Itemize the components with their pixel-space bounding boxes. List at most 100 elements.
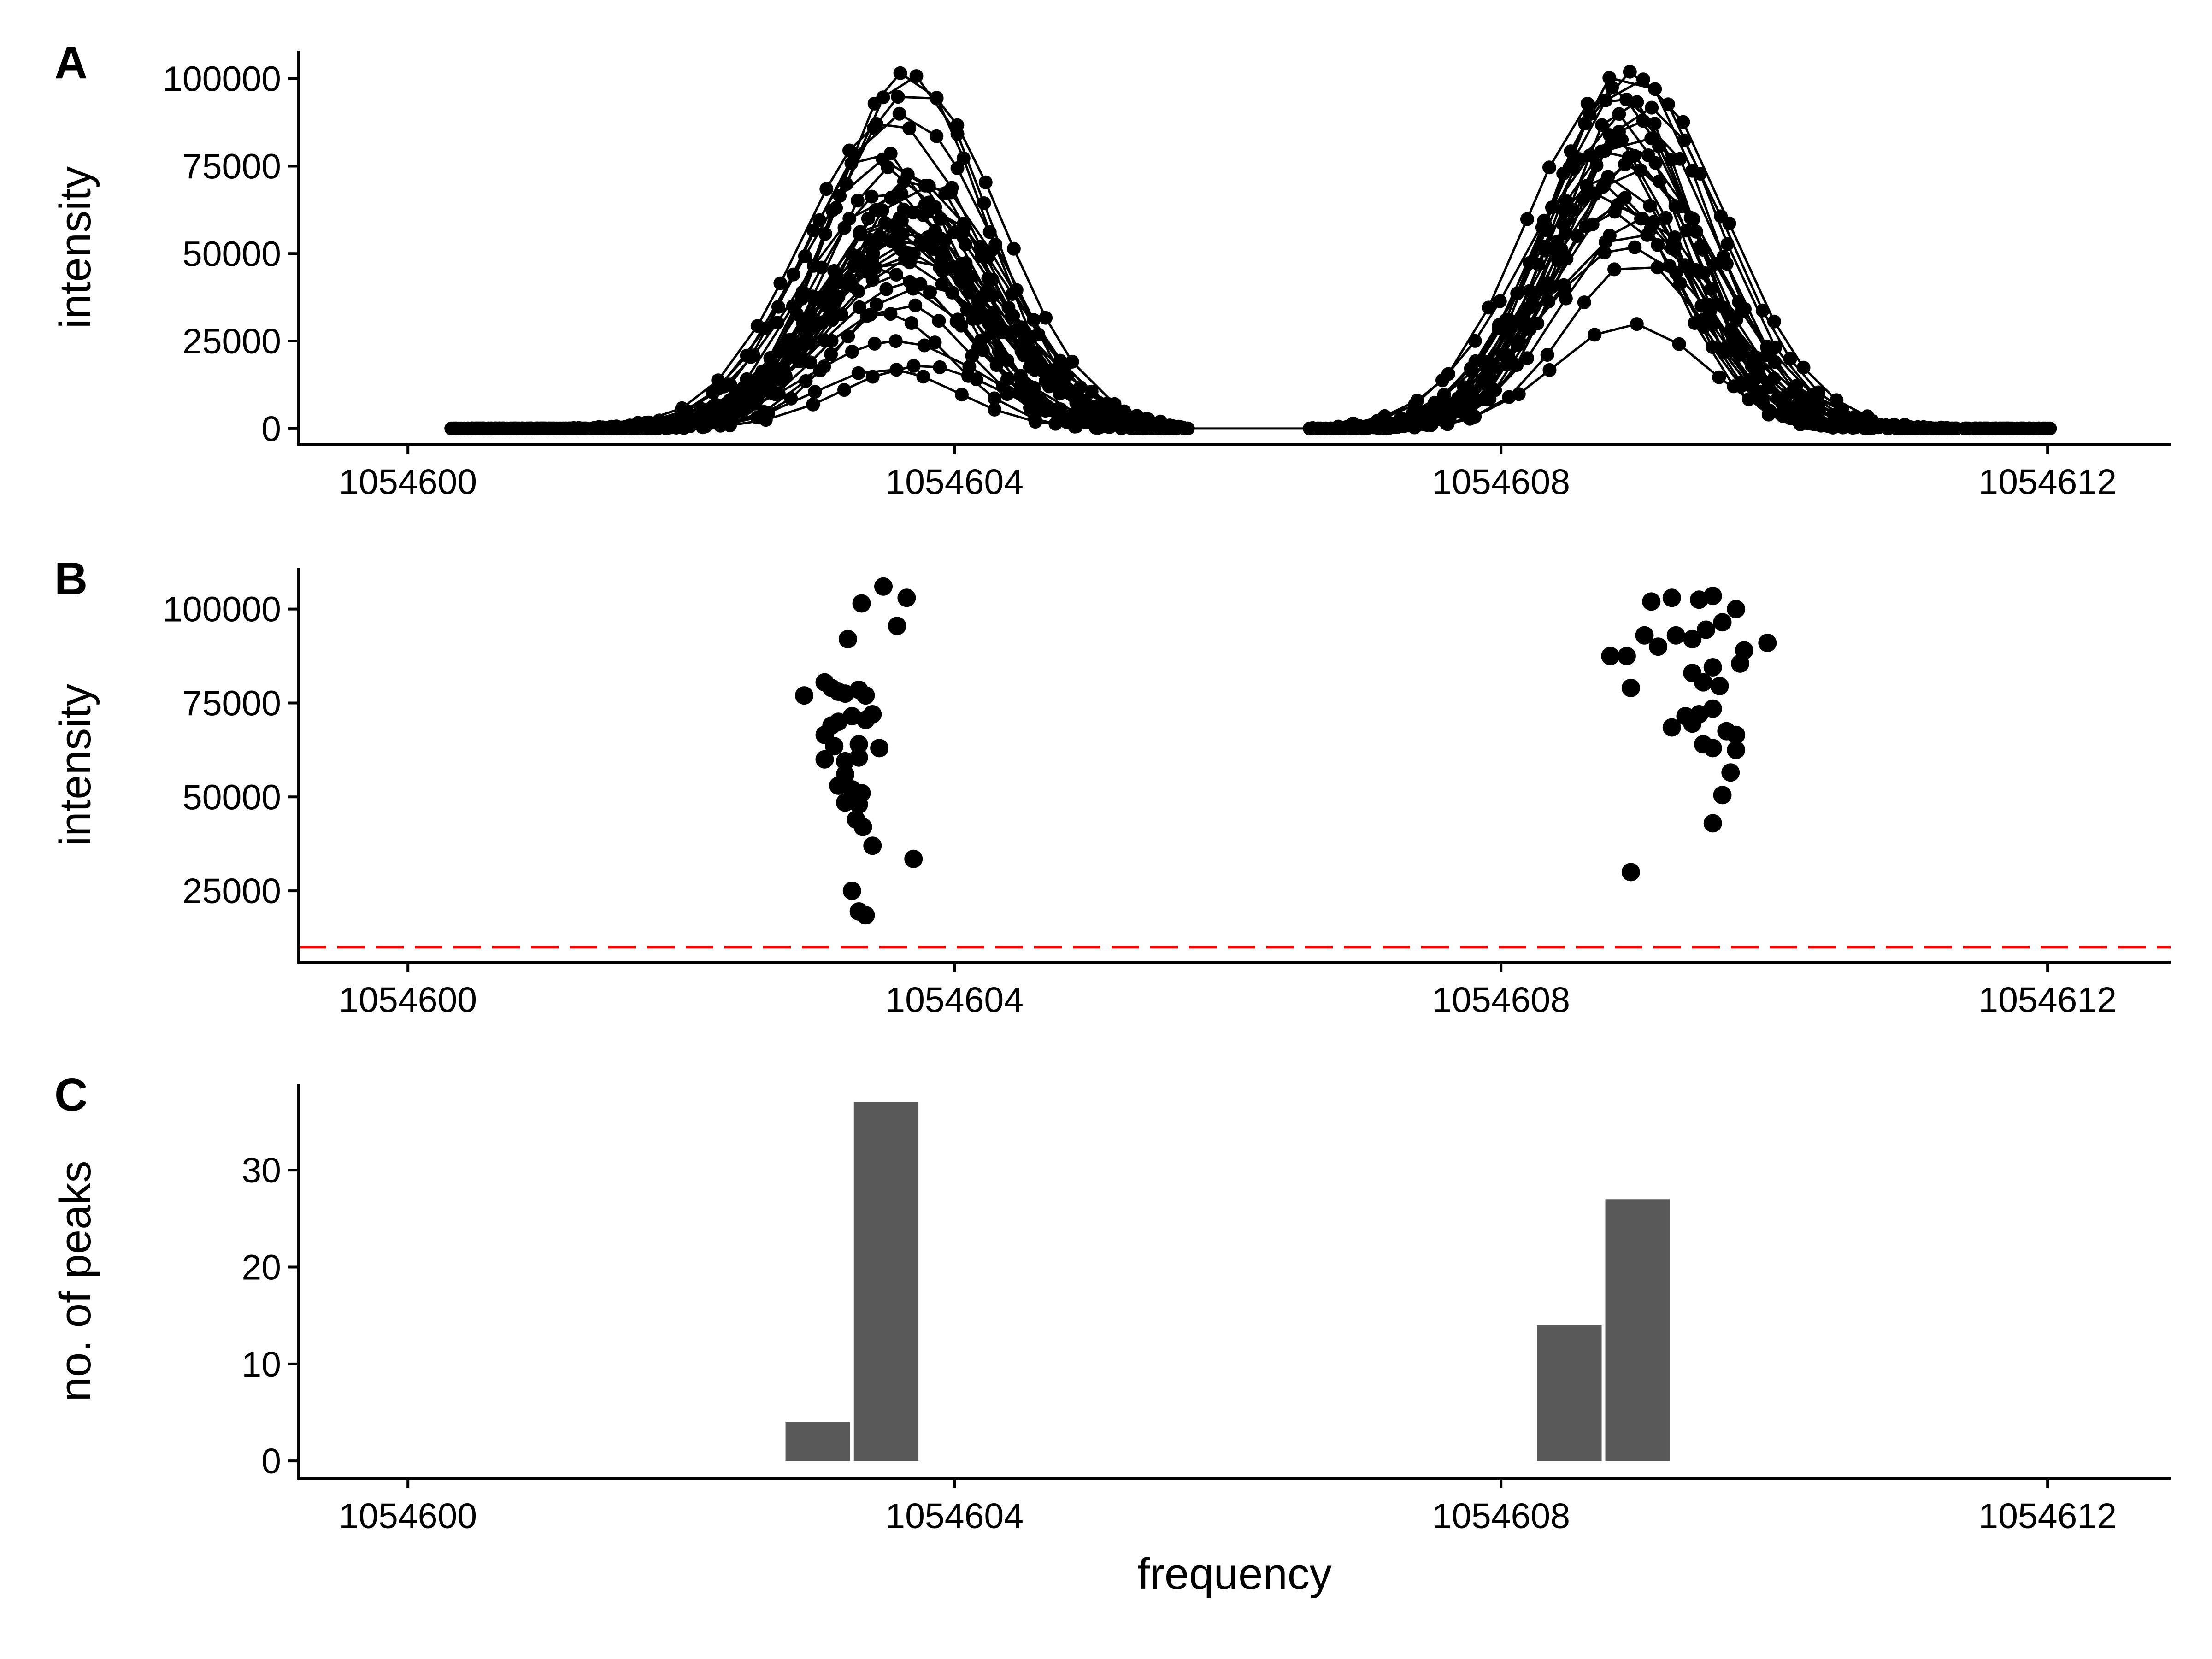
trace-point xyxy=(853,228,867,242)
trace-point xyxy=(1493,294,1507,308)
trace-point xyxy=(1612,107,1626,121)
trace-line xyxy=(1311,246,2024,430)
scatter-point xyxy=(1703,699,1722,718)
trace-point xyxy=(1640,228,1654,242)
trace-point xyxy=(1628,240,1642,254)
x-tick-label: 1054612 xyxy=(1978,1496,2117,1536)
scatter-point xyxy=(853,818,872,836)
scatter-point xyxy=(1721,763,1740,782)
scatter-point xyxy=(1727,741,1746,759)
trace-point xyxy=(870,297,884,312)
trace-point xyxy=(640,421,654,435)
trace-point xyxy=(869,261,883,275)
trace-point xyxy=(1585,217,1600,231)
trace-point xyxy=(1576,191,1590,206)
scatter-point xyxy=(1703,587,1722,606)
y-tick-label: 10 xyxy=(241,1345,281,1384)
x-tick-label: 1054612 xyxy=(1978,462,2117,502)
scatter-point xyxy=(856,686,875,705)
trace-point xyxy=(1068,419,1082,434)
trace-point xyxy=(1435,373,1449,388)
y-tick-label: 25000 xyxy=(182,871,281,911)
trace-point xyxy=(1027,381,1041,395)
scatter-point xyxy=(835,793,854,812)
trace-point xyxy=(1755,303,1770,318)
x-tick-label: 1054604 xyxy=(885,1496,1024,1536)
trace-point xyxy=(669,421,683,435)
trace-point xyxy=(1000,387,1014,401)
trace-point xyxy=(1780,387,1794,401)
trace-point xyxy=(1520,212,1534,226)
trace-point xyxy=(928,335,942,350)
trace-point xyxy=(1542,160,1556,175)
trace-point xyxy=(1542,363,1557,377)
trace-point xyxy=(1607,262,1622,276)
scatter-point xyxy=(1731,654,1750,673)
trace-point xyxy=(869,117,883,131)
trace-point xyxy=(792,337,806,352)
trace-point xyxy=(1088,421,1103,435)
trace-point xyxy=(1627,149,1641,163)
trace-point xyxy=(1720,257,1734,271)
trace-point xyxy=(1644,131,1659,146)
trace-point xyxy=(954,388,969,402)
trace-point xyxy=(1682,261,1696,275)
trace-point xyxy=(1557,281,1571,295)
trace-point xyxy=(1005,287,1019,301)
y-tick-label: 75000 xyxy=(182,147,281,187)
trace-point xyxy=(1677,133,1691,147)
trace-point xyxy=(902,121,917,135)
trace-point xyxy=(987,391,1001,406)
trace-point xyxy=(1636,114,1650,128)
trace-point xyxy=(1028,415,1042,429)
trace-point xyxy=(806,259,821,273)
trace-point xyxy=(1028,355,1042,369)
trace-point xyxy=(879,282,894,296)
trace-point xyxy=(837,383,851,397)
scatter-point xyxy=(838,629,857,648)
trace-point xyxy=(904,316,918,330)
trace-point xyxy=(1520,351,1535,365)
scatter-point xyxy=(1703,814,1722,833)
trace-point xyxy=(1837,420,1851,434)
trace-point xyxy=(1570,229,1584,243)
trace-point xyxy=(1714,209,1728,224)
trace-point xyxy=(1544,241,1559,256)
trace-point xyxy=(933,360,947,374)
trace-point xyxy=(1865,421,1879,435)
trace-point xyxy=(934,212,948,226)
trace-point xyxy=(1959,421,1973,435)
trace-point xyxy=(1416,410,1430,424)
trace-point xyxy=(1618,157,1632,171)
y-axis-title: intensity xyxy=(51,684,100,846)
trace-point xyxy=(1641,148,1655,162)
x-tick-label: 1054608 xyxy=(1432,980,1570,1020)
trace-point xyxy=(918,198,932,212)
trace-point xyxy=(1647,215,1661,229)
scatter-point xyxy=(795,686,814,705)
trace-point xyxy=(883,307,898,321)
scatter-point xyxy=(822,716,841,735)
scatter-point xyxy=(1694,673,1712,692)
x-tick-label: 1054600 xyxy=(339,980,477,1020)
scatter-point xyxy=(849,795,868,814)
trace-point xyxy=(477,421,491,435)
y-tick-label: 30 xyxy=(241,1151,281,1190)
trace-point xyxy=(1636,72,1650,87)
trace-point xyxy=(1761,381,1776,395)
trace-point xyxy=(1545,280,1559,294)
trace-point xyxy=(1606,135,1620,149)
trace-point xyxy=(806,397,820,412)
trace-point xyxy=(1623,65,1637,79)
trace-point xyxy=(1125,421,1139,435)
trace-point xyxy=(1672,337,1686,351)
trace-point xyxy=(825,313,839,327)
trace-point xyxy=(1743,376,1758,390)
trace-point xyxy=(906,206,920,220)
trace-line xyxy=(1340,323,2044,430)
trace-point xyxy=(1344,421,1358,435)
trace-point xyxy=(973,306,988,321)
trace-point xyxy=(1753,351,1767,365)
trace-point xyxy=(875,203,889,218)
